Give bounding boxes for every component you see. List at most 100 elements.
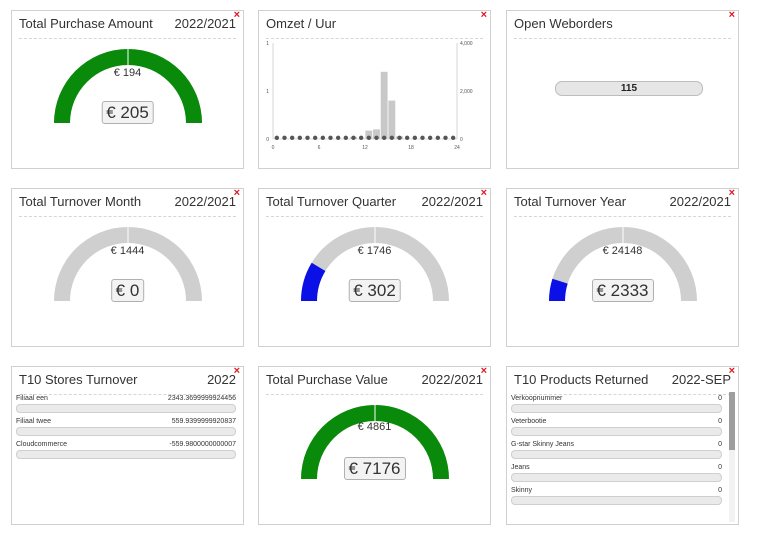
x-tick-label: 0	[272, 145, 275, 151]
widget-header: Total Purchase Amount 2022/2021	[19, 16, 236, 39]
line-point	[443, 135, 448, 140]
gauge-chart	[301, 227, 449, 301]
gauge-fill	[549, 278, 568, 301]
line-point	[289, 135, 295, 140]
list-item: G-star Skinny Jeans 0	[510, 441, 726, 464]
close-icon[interactable]: ×	[233, 9, 240, 21]
product-name: Veterbootie	[511, 418, 547, 425]
line-point	[312, 135, 318, 140]
line-point	[420, 135, 425, 140]
close-icon[interactable]: ×	[728, 187, 735, 199]
widget-t10-stores-turnover: T10 Stores Turnover 2022 × Filiaal een 2…	[11, 365, 244, 525]
line-point	[274, 135, 280, 140]
widget-total-purchase-value: Total Purchase Value 2022/2021 × € 4861 …	[258, 365, 491, 525]
x-tick-label: 12	[362, 145, 368, 151]
widget-header: T10 Products Returned 2022-SEP	[514, 372, 731, 395]
store-value: -559.9800000000007	[169, 441, 236, 448]
gauge-value: € 7176	[343, 457, 406, 480]
scrollbar-thumb[interactable]	[729, 392, 735, 450]
weborders-count-badge: 115	[555, 81, 703, 96]
product-bar	[511, 450, 722, 459]
product-bar	[511, 427, 722, 436]
product-value: 0	[718, 418, 722, 425]
x-tick-label: 6	[318, 145, 321, 151]
gauge-target-label: € 1444	[110, 245, 145, 257]
vertical-scrollbar[interactable]	[729, 392, 735, 522]
line-point	[351, 135, 356, 140]
close-icon[interactable]: ×	[728, 9, 735, 21]
gauge-target-label: € 1746	[357, 245, 392, 257]
histogram-bar	[365, 130, 373, 139]
widget-title: Omzet / Uur	[266, 16, 337, 31]
line-point	[366, 135, 372, 140]
histogram-bar	[380, 71, 388, 139]
close-icon[interactable]: ×	[480, 9, 487, 21]
widget-period: 2022/2021	[421, 372, 483, 387]
widget-header: Omzet / Uur	[266, 16, 483, 39]
widget-header: Total Turnover Month 2022/2021	[19, 194, 236, 217]
list-item: Jeans 0	[510, 464, 726, 487]
store-bar	[16, 404, 236, 413]
product-value: 0	[718, 441, 722, 448]
widget-total-turnover-quarter: Total Turnover Quarter 2022/2021 × € 174…	[258, 187, 491, 347]
line-point	[397, 135, 402, 140]
x-tick-label: 24	[454, 145, 460, 151]
store-name: Filiaal twee	[16, 418, 52, 425]
close-icon[interactable]: ×	[233, 365, 240, 377]
line-point	[412, 135, 418, 140]
line-point	[297, 135, 303, 140]
widget-title: Total Turnover Year	[514, 194, 627, 209]
gauge-value: € 0	[110, 279, 145, 302]
widget-title: Total Turnover Month	[19, 194, 142, 209]
widget-period: 2022/2021	[421, 194, 483, 209]
close-icon[interactable]: ×	[728, 366, 735, 377]
widget-header: Total Turnover Quarter 2022/2021	[266, 194, 483, 217]
stores-list: Filiaal een 2343.3699999924456 Filiaal t…	[15, 395, 240, 464]
widget-total-turnover-year: Total Turnover Year 2022/2021 × € 24148 …	[506, 187, 739, 347]
y-right-tick-label: 2,000	[460, 89, 473, 95]
widget-period: 2022	[207, 372, 236, 387]
gauge-chart	[54, 49, 202, 123]
widget-t10-products-returned: T10 Products Returned 2022-SEP × Verkoop…	[506, 366, 739, 525]
histogram-bar	[373, 129, 380, 139]
line-point	[374, 135, 379, 140]
line-point	[435, 135, 441, 140]
line-point	[282, 135, 287, 140]
gauge-target-label: € 194	[113, 67, 142, 79]
gauge-value: € 2333	[591, 279, 654, 302]
y-right-tick-label: 4,000	[460, 41, 473, 47]
widget-title: Total Turnover Quarter	[266, 194, 397, 209]
widget-header: Total Purchase Value 2022/2021	[266, 372, 483, 395]
store-name: Cloudcommerce	[16, 441, 67, 448]
widget-period: 2022/2021	[174, 194, 236, 209]
line-point	[305, 135, 310, 140]
x-tick-label: 18	[408, 145, 414, 151]
widget-period: 2022-SEP	[671, 372, 731, 387]
widget-title: Total Purchase Amount	[19, 16, 153, 31]
close-icon[interactable]: ×	[480, 187, 487, 199]
widget-total-purchase-amount: Total Purchase Amount 2022/2021 × € 194 …	[11, 9, 244, 169]
close-icon[interactable]: ×	[480, 365, 487, 377]
gauge-value: € 302	[348, 279, 401, 302]
gauge-fill	[301, 405, 449, 479]
line-point	[404, 135, 410, 140]
product-name: G-star Skinny Jeans	[511, 441, 575, 448]
product-value: 0	[718, 395, 722, 402]
product-value: 0	[718, 464, 722, 471]
store-value: 2343.3699999924456	[167, 395, 236, 402]
line-point	[381, 135, 387, 140]
widget-header: Open Weborders	[514, 16, 731, 39]
close-icon[interactable]: ×	[233, 187, 240, 199]
store-name: Filiaal een	[16, 395, 48, 402]
product-name: Jeans	[511, 464, 530, 471]
line-point	[335, 135, 341, 140]
line-point	[328, 135, 333, 140]
products-list: Verkoopnummer 0 Veterbootie 0 G-star Ski…	[510, 395, 726, 510]
line-point	[450, 135, 456, 140]
line-point	[389, 135, 395, 140]
gauge-chart	[301, 405, 449, 479]
store-bar	[16, 427, 236, 436]
product-bar	[511, 496, 722, 505]
store-bar	[16, 450, 236, 459]
widget-header: T10 Stores Turnover 2022	[19, 372, 236, 395]
